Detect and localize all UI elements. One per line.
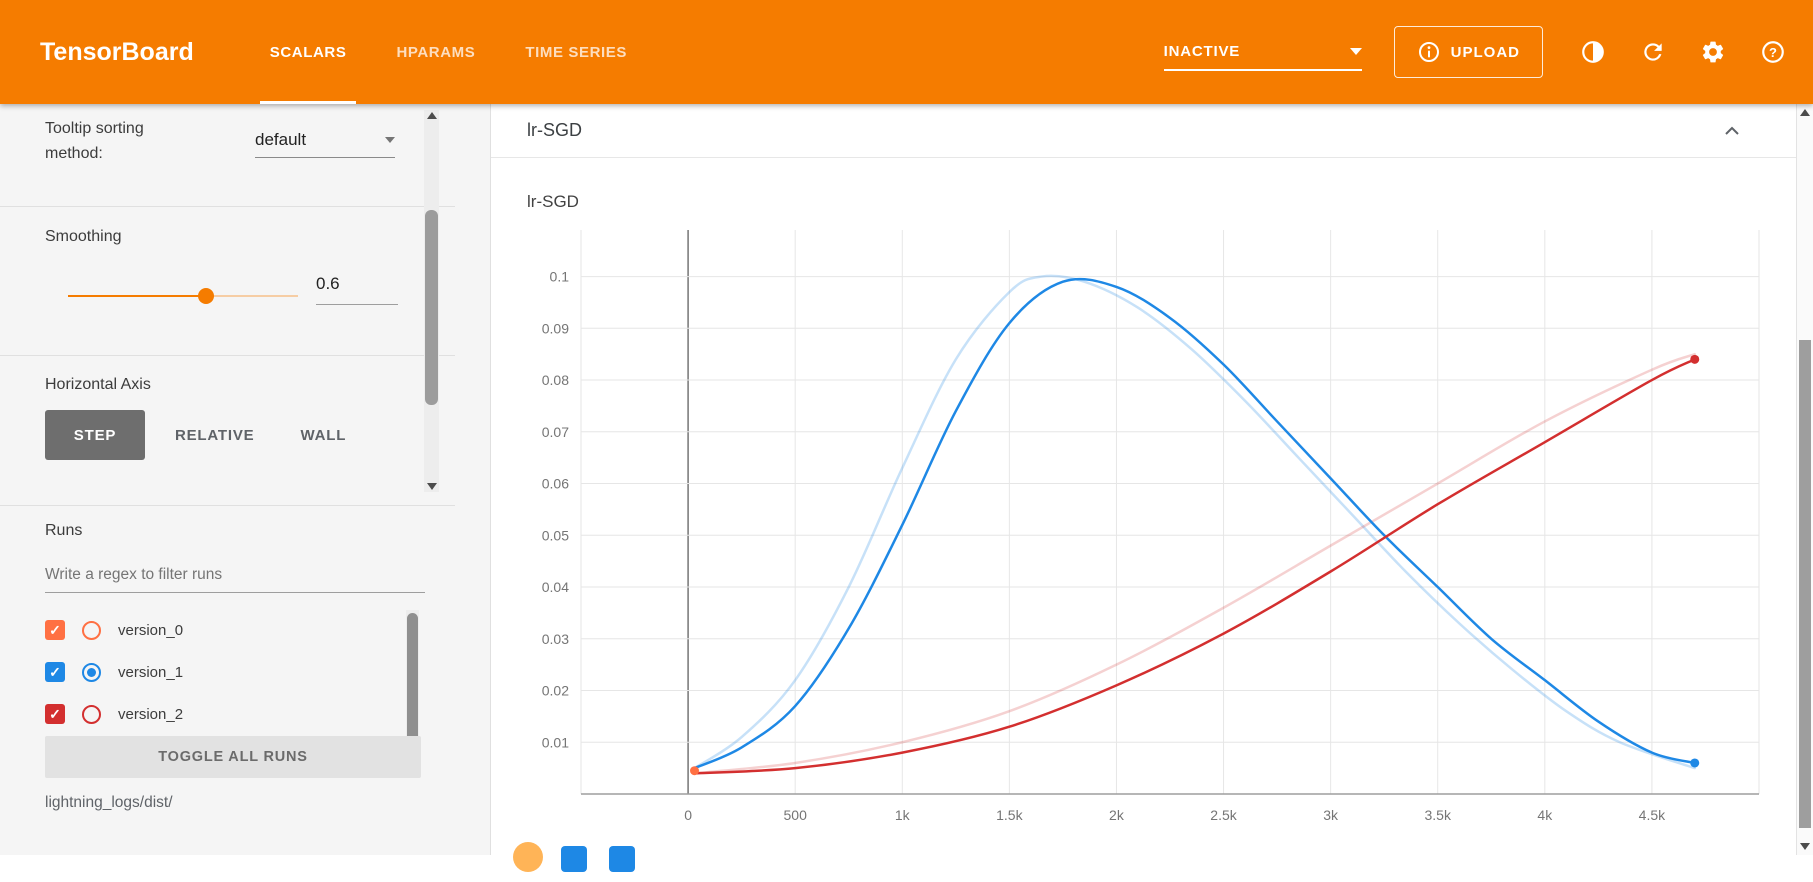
- svg-text:0.03: 0.03: [542, 631, 569, 647]
- chevron-up-icon: [1725, 126, 1739, 135]
- run-status-dropdown[interactable]: INACTIVE: [1163, 33, 1362, 71]
- page-scrollbar[interactable]: [1796, 104, 1813, 855]
- chart-footer-icons: [491, 842, 1796, 882]
- run-checkbox[interactable]: [45, 620, 65, 640]
- tab-time-series[interactable]: TIME SERIES: [525, 43, 627, 61]
- toggle-all-runs-button[interactable]: TOGGLE ALL RUNS: [45, 736, 421, 778]
- scroll-thumb[interactable]: [407, 613, 418, 745]
- svg-text:2k: 2k: [1109, 807, 1125, 823]
- run-row-version-0[interactable]: version_0: [45, 615, 183, 645]
- app-header: TensorBoard SCALARS HPARAMS TIME SERIES …: [0, 0, 1813, 104]
- log-directory-path: lightning_logs/dist/: [45, 794, 173, 811]
- horizontal-axis-buttons: STEP RELATIVE WALL: [45, 410, 362, 460]
- contrast-icon: [1582, 41, 1604, 63]
- svg-text:0.02: 0.02: [542, 683, 569, 699]
- run-label: version_1: [118, 663, 184, 681]
- tooltip-sorting-label: Tooltip sorting method:: [45, 120, 144, 162]
- svg-text:500: 500: [784, 807, 808, 823]
- slider-thumb[interactable]: [198, 288, 214, 304]
- run-row-version-2[interactable]: version_2: [45, 699, 183, 729]
- help-icon: ?: [1762, 41, 1784, 63]
- refresh-button[interactable]: [1633, 32, 1673, 72]
- sidebar-scrollbar[interactable]: [424, 110, 439, 492]
- run-row-version-1[interactable]: version_1: [45, 657, 183, 687]
- main-content: lr-SGD lr-SGD 0 500 1k 1.5k 2k 2.5k 3k 3.5k 4k 4.…: [490, 104, 1796, 872]
- divider: [0, 505, 455, 506]
- upload-label: UPLOAD: [1450, 43, 1520, 61]
- axis-step-button[interactable]: STEP: [45, 410, 145, 460]
- svg-text:0.05: 0.05: [542, 527, 569, 543]
- settings-button[interactable]: [1693, 32, 1733, 72]
- run-label: version_2: [118, 705, 184, 723]
- main-tabs: SCALARS HPARAMS TIME SERIES: [254, 0, 661, 104]
- divider: [0, 355, 455, 356]
- refresh-icon: [1644, 43, 1662, 61]
- svg-text:1.5k: 1.5k: [996, 807, 1023, 823]
- svg-text:4k: 4k: [1537, 807, 1553, 823]
- run-radio-selected[interactable]: [82, 662, 101, 682]
- smoothing-slider[interactable]: [68, 288, 298, 304]
- run-label: version_0: [118, 621, 184, 639]
- section-title: lr-SGD: [527, 120, 582, 140]
- tab-hparams[interactable]: HPARAMS: [396, 43, 476, 61]
- divider: [0, 206, 455, 207]
- svg-text:3.5k: 3.5k: [1424, 807, 1451, 823]
- checked-checkbox-icon[interactable]: [561, 846, 587, 872]
- scroll-thumb[interactable]: [1799, 340, 1811, 828]
- svg-text:0.04: 0.04: [542, 579, 569, 595]
- chart-title: lr-SGD: [527, 192, 579, 211]
- runs-heading: Runs: [45, 522, 83, 539]
- svg-text:0.09: 0.09: [542, 320, 569, 336]
- sidebar: Tooltip sorting method: default Smoothin…: [0, 104, 490, 855]
- svg-text:4.5k: 4.5k: [1639, 807, 1666, 823]
- chevron-down-icon: [385, 137, 395, 143]
- run-status-value: INACTIVE: [1163, 42, 1241, 60]
- gear-icon: [1702, 41, 1724, 63]
- smoothing-label: Smoothing: [45, 228, 122, 245]
- svg-text:?: ?: [1769, 45, 1777, 60]
- app-title: TensorBoard: [40, 37, 194, 66]
- scroll-up-arrow[interactable]: [1800, 109, 1810, 116]
- theme-toggle-button[interactable]: [1573, 32, 1613, 72]
- tooltip-sorting-dropdown[interactable]: default: [255, 130, 395, 158]
- run-radio[interactable]: [82, 620, 101, 640]
- scroll-down-arrow[interactable]: [426, 483, 437, 490]
- svg-text:0.01: 0.01: [542, 734, 569, 750]
- run-color-circle-icon[interactable]: [513, 842, 543, 872]
- runs-scrollbar[interactable]: [406, 610, 419, 750]
- tooltip-sorting-value: default: [255, 130, 307, 149]
- checked-checkbox-icon[interactable]: [609, 846, 635, 872]
- chevron-down-icon: [1349, 47, 1362, 55]
- axis-relative-button[interactable]: RELATIVE: [159, 410, 270, 460]
- header-icon-bar: ?: [1573, 32, 1793, 72]
- help-button[interactable]: ?: [1753, 32, 1793, 72]
- upload-button[interactable]: UPLOAD: [1393, 26, 1543, 78]
- collapse-section-button[interactable]: [1720, 119, 1744, 143]
- svg-text:2.5k: 2.5k: [1210, 807, 1237, 823]
- run-radio[interactable]: [82, 704, 101, 724]
- scroll-down-arrow[interactable]: [1800, 843, 1810, 850]
- scroll-thumb[interactable]: [425, 210, 438, 405]
- svg-text:0: 0: [684, 807, 692, 823]
- slider-fill: [68, 295, 206, 297]
- axis-wall-button[interactable]: WALL: [284, 410, 362, 460]
- svg-text:0.07: 0.07: [542, 424, 569, 440]
- run-checkbox[interactable]: [45, 704, 65, 724]
- scalars-line-chart[interactable]: 0 500 1k 1.5k 2k 2.5k 3k 3.5k 4k 4.5k 0.01 0.02 0.03…: [501, 216, 1791, 832]
- svg-text:3k: 3k: [1323, 807, 1339, 823]
- svg-text:1k: 1k: [895, 807, 911, 823]
- info-icon: [1418, 42, 1439, 62]
- horizontal-axis-label: Horizontal Axis: [45, 376, 151, 393]
- radio-dot: [87, 667, 96, 677]
- svg-text:0.1: 0.1: [550, 269, 570, 285]
- runs-filter-input[interactable]: [45, 562, 425, 593]
- scalar-section-header: lr-SGD: [491, 104, 1796, 158]
- svg-text:0.08: 0.08: [542, 372, 569, 388]
- svg-text:0.06: 0.06: [542, 476, 569, 492]
- tab-scalars[interactable]: SCALARS: [254, 0, 363, 104]
- smoothing-value-field[interactable]: 0.6: [316, 274, 398, 305]
- run-checkbox[interactable]: [45, 662, 65, 682]
- scroll-up-arrow[interactable]: [426, 112, 437, 119]
